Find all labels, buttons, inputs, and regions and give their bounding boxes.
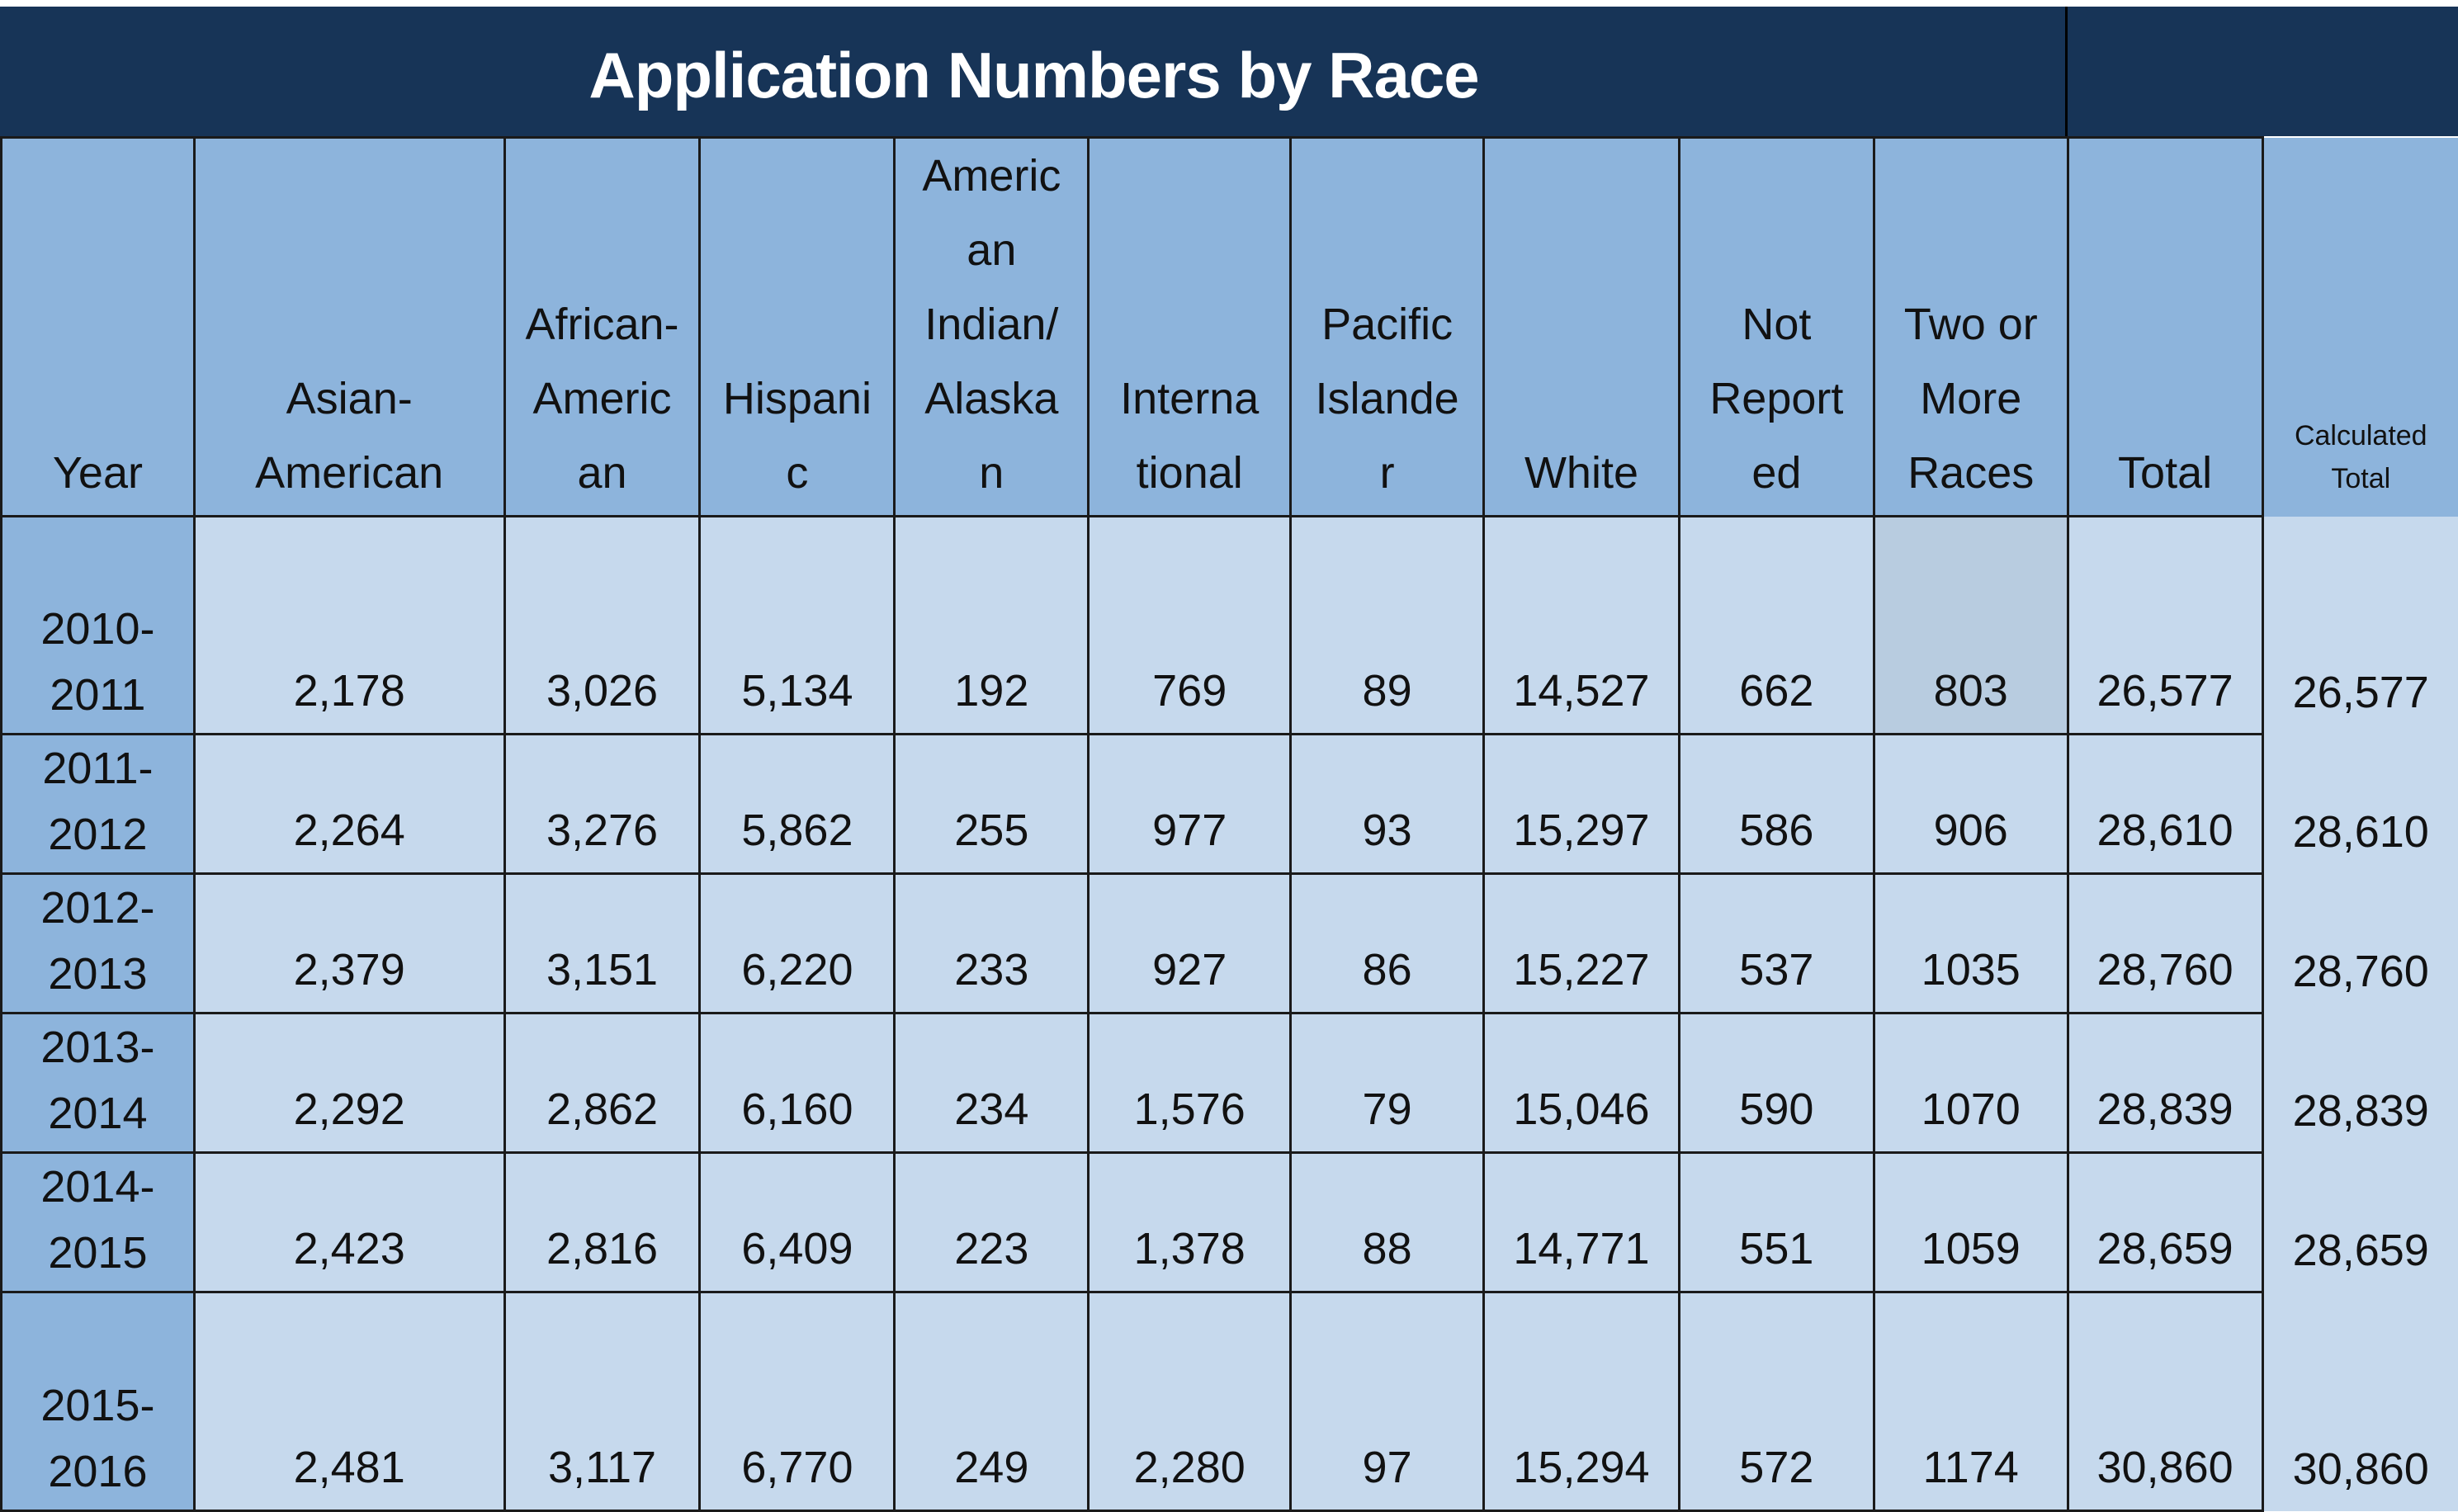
data-cell[interactable]: 28,839 [2262, 1014, 2458, 1153]
sheet-top-strip [0, 0, 2458, 7]
data-cell[interactable]: 26,577 [2068, 517, 2262, 735]
data-cell[interactable]: 93 [1291, 735, 1484, 874]
data-cell[interactable]: 97 [1291, 1292, 1484, 1511]
data-cell[interactable]: 249 [895, 1292, 1089, 1511]
data-cell[interactable]: 1059 [1874, 1153, 2068, 1292]
data-cell[interactable]: 6,160 [700, 1014, 895, 1153]
data-cell[interactable]: 28,760 [2068, 874, 2262, 1014]
data-cell[interactable]: 233 [895, 874, 1089, 1014]
data-cell[interactable]: 14,771 [1484, 1153, 1680, 1292]
data-cell[interactable]: 2,178 [194, 517, 504, 735]
data-cell[interactable]: 79 [1291, 1014, 1484, 1153]
data-cell[interactable]: 1070 [1874, 1014, 2068, 1153]
data-cell[interactable]: 15,046 [1484, 1014, 1680, 1153]
data-cell[interactable]: 15,294 [1484, 1292, 1680, 1511]
data-cell[interactable]: 2,264 [194, 735, 504, 874]
data-cell[interactable]: 2,481 [194, 1292, 504, 1511]
data-cell[interactable]: 6,409 [700, 1153, 895, 1292]
data-cell[interactable]: 15,227 [1484, 874, 1680, 1014]
data-cell[interactable]: 551 [1679, 1153, 1874, 1292]
data-cell[interactable]: 3,117 [504, 1292, 700, 1511]
data-cell[interactable]: 15,297 [1484, 735, 1680, 874]
data-cell[interactable]: 89 [1291, 517, 1484, 735]
data-cell[interactable]: 1174 [1874, 1292, 2068, 1511]
year-cell[interactable]: 2012-2013 [2, 874, 195, 1014]
data-cell[interactable]: 86 [1291, 874, 1484, 1014]
data-cell[interactable]: 30,860 [2262, 1292, 2458, 1511]
data-cell[interactable]: 26,577 [2262, 517, 2458, 735]
data-cell[interactable]: 5,134 [700, 517, 895, 735]
data-cell[interactable]: 3,026 [504, 517, 700, 735]
header-asian-american[interactable]: Asian-American [194, 138, 504, 517]
data-cell[interactable]: 3,151 [504, 874, 700, 1014]
data-cell[interactable]: 223 [895, 1153, 1089, 1292]
data-cell[interactable]: 6,220 [700, 874, 895, 1014]
data-cell[interactable]: 14,527 [1484, 517, 1680, 735]
data-cell[interactable]: 28,659 [2068, 1153, 2262, 1292]
data-cell[interactable]: 28,760 [2262, 874, 2458, 1014]
data-cell[interactable]: 88 [1291, 1153, 1484, 1292]
data-cell[interactable]: 906 [1874, 735, 2068, 874]
data-cell[interactable]: 662 [1679, 517, 1874, 735]
data-cell[interactable]: 2,280 [1089, 1292, 1291, 1511]
year-cell[interactable]: 2013-2014 [2, 1014, 195, 1153]
data-cell[interactable]: 2,423 [194, 1153, 504, 1292]
data-cell[interactable]: 5,862 [700, 735, 895, 874]
data-cell[interactable]: 30,860 [2068, 1292, 2262, 1511]
data-cell[interactable]: 769 [1089, 517, 1291, 735]
data-cell[interactable]: 192 [895, 517, 1089, 735]
data-cell[interactable]: 2,862 [504, 1014, 700, 1153]
data-cell[interactable]: 255 [895, 735, 1089, 874]
data-cell[interactable]: 2,816 [504, 1153, 700, 1292]
data-cell[interactable]: 927 [1089, 874, 1291, 1014]
data-cell[interactable]: 2,292 [194, 1014, 504, 1153]
year-cell[interactable]: 2010-2011 [2, 517, 195, 735]
data-cell[interactable]: 2,379 [194, 874, 504, 1014]
data-cell[interactable]: 28,659 [2262, 1153, 2458, 1292]
data-cell[interactable]: 537 [1679, 874, 1874, 1014]
data-cell[interactable]: 28,610 [2068, 735, 2262, 874]
data-cell[interactable]: 977 [1089, 735, 1291, 874]
data-cell[interactable]: 586 [1679, 735, 1874, 874]
year-cell[interactable]: 2011-2012 [2, 735, 195, 874]
data-cell[interactable]: 572 [1679, 1292, 1874, 1511]
data-cell[interactable]: 234 [895, 1014, 1089, 1153]
year-cell[interactable]: 2015-2016 [2, 1292, 195, 1511]
data-cell[interactable]: 1,576 [1089, 1014, 1291, 1153]
data-cell[interactable]: 3,276 [504, 735, 700, 874]
header-year[interactable]: Year [2, 138, 195, 517]
title-band-extension [2068, 7, 2458, 136]
data-cell[interactable]: 6,770 [700, 1292, 895, 1511]
data-cell[interactable]: 803 [1874, 517, 2068, 735]
header-total[interactable]: Total [2068, 138, 2262, 517]
data-cell[interactable]: 28,839 [2068, 1014, 2262, 1153]
year-cell[interactable]: 2014-2015 [2, 1153, 195, 1292]
table-title: Application Numbers by Race [0, 7, 2068, 136]
data-cell[interactable]: 590 [1679, 1014, 1874, 1153]
data-cell[interactable]: 1,378 [1089, 1153, 1291, 1292]
header-white[interactable]: White [1484, 138, 1680, 517]
data-cell[interactable]: 28,610 [2262, 735, 2458, 874]
data-cell[interactable]: 1035 [1874, 874, 2068, 1014]
